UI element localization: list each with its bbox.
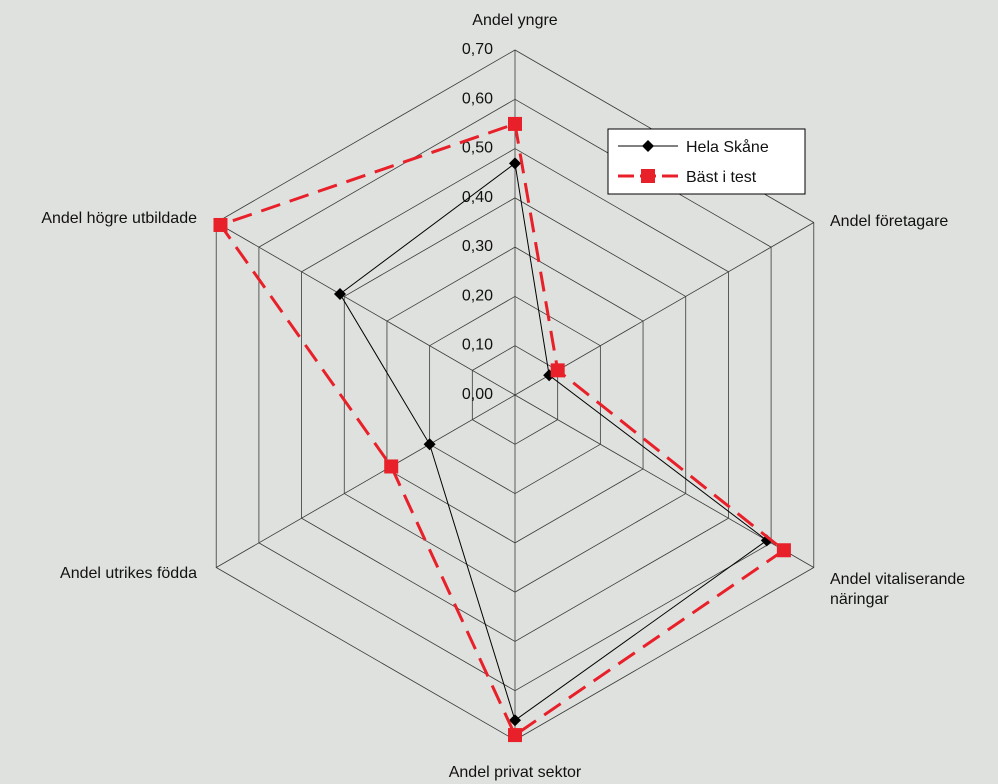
series-marker-square xyxy=(508,116,522,131)
axis-label-line: Andel högre utbildade xyxy=(41,210,197,227)
series-marker-square xyxy=(776,543,791,558)
axis-label: Andel vitaliserande näringar xyxy=(830,571,965,608)
axis-label-line: näringar xyxy=(830,591,889,608)
tick-label: 0,40 xyxy=(462,189,493,206)
axis-label: Andel privat sektor xyxy=(449,764,582,781)
legend-marker-square xyxy=(641,169,655,183)
axis-spoke xyxy=(514,222,814,396)
axis-labels: Andel yngre Andel företagare Andel vitalis… xyxy=(41,12,965,781)
series-marker-square xyxy=(550,363,565,378)
axis-label: Andel företagare xyxy=(830,213,948,230)
tick-label: 0,10 xyxy=(462,337,493,354)
radial-tick-labels: 0,00 0,10 0,20 0,30 0,40 0,50 0,60 0,70 xyxy=(462,41,493,403)
legend-box xyxy=(607,128,806,195)
series-marker-diamond xyxy=(423,438,436,451)
tick-label: 0,50 xyxy=(462,140,493,157)
series-line xyxy=(218,121,787,738)
tick-label: 0,00 xyxy=(462,386,493,403)
axis-label: Andel utrikes födda xyxy=(60,565,197,582)
tick-label: 0,70 xyxy=(462,41,493,58)
series-group xyxy=(213,116,791,743)
axis-spoke xyxy=(216,222,516,396)
axis-label-line: Andel yngre xyxy=(472,12,557,29)
axis-label: Andel yngre xyxy=(472,12,557,29)
series-marker-diamond xyxy=(509,714,521,727)
axis-spoke xyxy=(216,394,516,568)
legend-label: Bäst i test xyxy=(686,169,757,186)
axis-label-line: Andel privat sektor xyxy=(449,764,582,781)
series-line xyxy=(339,162,768,722)
legend: Hela Skåne Bäst i test xyxy=(607,128,806,195)
axis-label-line: Andel företagare xyxy=(830,213,948,230)
series-marker-diamond xyxy=(509,157,521,170)
tick-label: 0,30 xyxy=(462,238,493,255)
series-marker-square xyxy=(213,217,228,232)
series-marker-square xyxy=(508,728,522,743)
tick-label: 0,60 xyxy=(462,90,493,107)
series-marker-diamond xyxy=(334,287,347,300)
axis-label-line: Andel utrikes födda xyxy=(60,565,197,582)
axis-label: Andel högre utbildade xyxy=(41,210,197,227)
series-marker-square xyxy=(384,459,399,474)
axis-label-line: Andel vitaliserande xyxy=(830,571,965,588)
legend-label: Hela Skåne xyxy=(686,138,769,156)
tick-label: 0,20 xyxy=(462,287,493,304)
legend-marker-diamond xyxy=(642,140,654,152)
